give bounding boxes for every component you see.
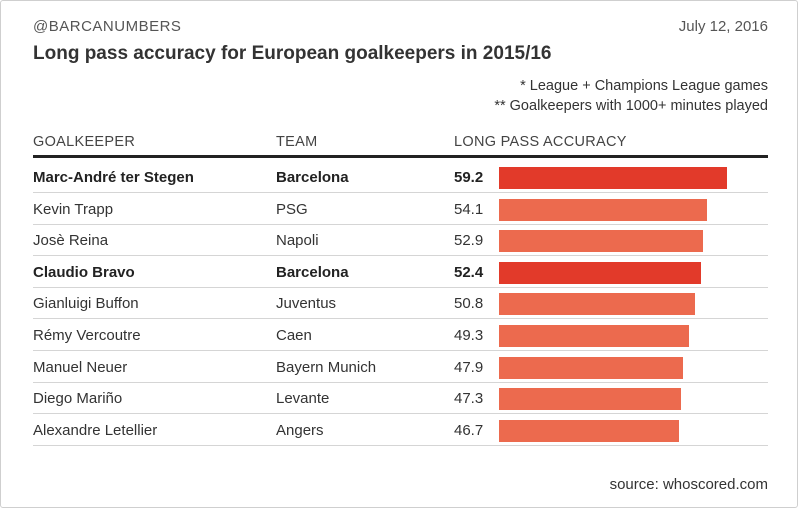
- accuracy-value: 49.3: [454, 327, 484, 344]
- row-divider: [33, 192, 768, 193]
- team-name: Juventus: [276, 295, 337, 313]
- goalkeeper-name: Kevin Trapp: [33, 200, 114, 218]
- team-name: Barcelona: [276, 263, 349, 281]
- footnote-minutes: ** Goalkeepers with 1000+ minutes played: [494, 98, 768, 114]
- goalkeeper-name: Claudio Bravo: [33, 263, 135, 281]
- accuracy-value: 52.9: [454, 232, 484, 250]
- table-row: Marc-André ter Stegen Barcelona 59.2: [33, 162, 768, 193]
- team-name: Caen: [276, 327, 312, 344]
- accuracy-bar: [499, 198, 707, 221]
- accuracy-bar: [499, 388, 681, 411]
- table-row: Josè Reina Napoli 52.9: [33, 225, 768, 257]
- header-rule: [33, 155, 768, 158]
- accuracy-bar: [499, 419, 679, 442]
- row-divider: [33, 223, 768, 225]
- table-row: Kevin Trapp PSG 54.1: [33, 194, 768, 225]
- accuracy-bar: [499, 325, 689, 347]
- row-divider: [33, 444, 768, 446]
- team-name: PSG: [276, 200, 308, 218]
- row-divider: [33, 255, 768, 257]
- chart-title: Long pass accuracy for European goalkeep…: [33, 43, 552, 64]
- row-divider: [33, 413, 768, 415]
- row-divider: [33, 350, 768, 351]
- footnotes: * League + Champions League games ** Goa…: [494, 76, 768, 116]
- accuracy-value: 46.7: [454, 421, 484, 439]
- goalkeeper-name: Manuel Neuer: [33, 358, 128, 376]
- twitter-handle: @BARCANUMBERS: [33, 18, 182, 35]
- accuracy-value: 54.1: [454, 200, 484, 218]
- column-header-accuracy: LONG PASS ACCURACY: [454, 134, 627, 150]
- goalkeeper-name: Alexandre Letellier: [33, 421, 158, 439]
- team-name: Napoli: [276, 232, 319, 250]
- row-divider: [33, 318, 768, 320]
- publish-date: July 12, 2016: [678, 18, 768, 35]
- team-name: Angers: [276, 421, 324, 439]
- goalkeeper-name: Diego Mariño: [33, 390, 123, 408]
- accuracy-value: 59.2: [454, 169, 484, 186]
- row-divider: [33, 286, 768, 288]
- accuracy-bar: [499, 230, 703, 253]
- goalkeeper-name: Gianluigi Buffon: [33, 295, 139, 313]
- accuracy-value: 47.3: [454, 390, 484, 408]
- team-name: Bayern Munich: [276, 358, 377, 376]
- goalkeeper-name: Rémy Vercoutre: [33, 327, 141, 344]
- table-row: Gianluigi Buffon Juventus 50.8: [33, 288, 768, 320]
- source-credit: source: whoscored.com: [609, 476, 768, 493]
- goalkeeper-name: Marc-André ter Stegen: [33, 169, 194, 186]
- accuracy-value: 52.4: [454, 263, 484, 281]
- column-header-goalkeeper: GOALKEEPER: [33, 134, 136, 150]
- accuracy-bar: [499, 261, 701, 284]
- table-row: Diego Mariño Levante 47.3: [33, 383, 768, 415]
- accuracy-value: 47.9: [454, 358, 484, 376]
- accuracy-bar: [499, 293, 695, 316]
- table-row: Claudio Bravo Barcelona 52.4: [33, 257, 768, 288]
- row-divider: [33, 381, 768, 383]
- accuracy-value: 50.8: [454, 295, 484, 313]
- table-row: Alexandre Letellier Angers 46.7: [33, 415, 768, 446]
- footnote-games: * League + Champions League games: [520, 78, 768, 94]
- table-row: Manuel Neuer Bayern Munich 47.9: [33, 352, 768, 383]
- accuracy-bar: [499, 356, 683, 379]
- table-row: Rémy Vercoutre Caen 49.3: [33, 320, 768, 351]
- accuracy-bar: [499, 167, 727, 189]
- team-name: Levante: [276, 390, 330, 408]
- column-header-team: TEAM: [276, 134, 318, 150]
- team-name: Barcelona: [276, 169, 349, 186]
- goalkeeper-name: Josè Reina: [33, 232, 109, 250]
